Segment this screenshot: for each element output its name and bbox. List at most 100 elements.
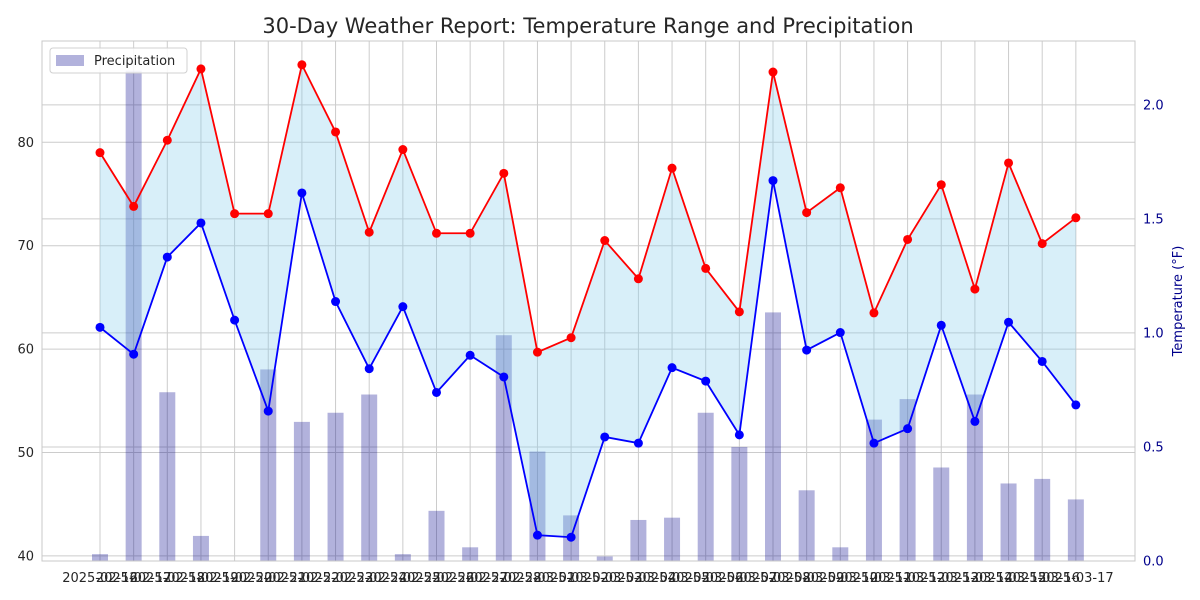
precipitation-bar [260, 369, 277, 561]
min-temperature-point [936, 320, 946, 330]
precipitation-bar [428, 510, 445, 561]
x-tick-label: 2025-02-25 [365, 571, 441, 586]
precipitation-bar [664, 517, 681, 561]
max-temperature-point [162, 135, 172, 145]
min-temperature-point [600, 432, 610, 442]
max-temperature-point [566, 333, 576, 343]
max-temperature-point [903, 234, 913, 244]
precipitation-bar [933, 467, 950, 561]
min-temperature-point [869, 438, 879, 448]
max-temperature-point [465, 228, 475, 238]
x-tick-label: 2025-02-19 [163, 571, 239, 586]
precipitation-bar [798, 490, 815, 561]
max-temperature-point [701, 263, 711, 273]
x-tick-label: 2025-02-23 [298, 571, 374, 586]
min-temperature-point [667, 363, 677, 373]
min-temperature-point [95, 322, 105, 332]
min-temperature-point [465, 350, 475, 360]
max-temperature-point [835, 183, 845, 193]
min-temperature-point [297, 188, 307, 198]
x-tick-label: 2025-02-28 [466, 571, 542, 586]
x-tick-label: 2025-02-24 [331, 571, 407, 586]
min-temperature-point [903, 424, 913, 434]
max-temperature-point [970, 284, 980, 294]
min-temperature-point [1071, 400, 1081, 410]
legend-box [49, 47, 188, 74]
x-tick-label: 2025-03-07 [702, 571, 778, 586]
x-tick-label: 2025-03-08 [735, 571, 811, 586]
y-right-tick-label: 0.0 [1143, 555, 1164, 570]
max-temperature-point [667, 163, 677, 173]
min-temperature-point [566, 532, 576, 542]
x-tick-label: 2025-02-26 [399, 571, 475, 586]
min-temperature-point [129, 349, 139, 359]
precipitation-bar [832, 547, 849, 561]
x-tick-label: 2025-03-10 [803, 571, 879, 586]
precipitation-bar [865, 419, 882, 561]
x-tick-label: 2025-03-11 [836, 571, 912, 586]
max-temperature-point [331, 127, 341, 137]
y-right-tick-label: 1.0 [1143, 326, 1164, 341]
max-temperature-point [196, 64, 206, 74]
max-temperature-point [263, 209, 273, 219]
max-temperature-point [364, 227, 374, 237]
chart-title: 30-Day Weather Report: Temperature Range… [262, 14, 913, 38]
x-tick-label: 2025-03-13 [903, 571, 979, 586]
min-temperature-point [1004, 317, 1014, 327]
min-temperature-point [768, 176, 778, 186]
precipitation-bar [765, 312, 781, 561]
min-temperature-point [196, 218, 206, 228]
min-temperature-point [701, 376, 711, 386]
temperature-lines [95, 60, 1081, 542]
min-temperature-point [230, 315, 240, 325]
min-temperature-point [970, 416, 980, 426]
x-tick-label: 2025-03-16 [1004, 571, 1080, 586]
precipitation-bar [966, 394, 983, 561]
precipitation-bar [630, 519, 647, 561]
max-temperature-point [432, 228, 441, 238]
max-temperature-point [600, 236, 610, 246]
min-temperature-point [734, 430, 744, 440]
x-tick-label: 2025-03-04 [601, 571, 677, 586]
precipitation-bar [1067, 499, 1084, 561]
x-tick-label: 2025-02-21 [230, 571, 306, 586]
precipitation-bar [293, 421, 310, 561]
max-temperature-point [1071, 213, 1081, 223]
max-temperature-point [398, 145, 408, 155]
max-temperature-point [129, 201, 139, 211]
precipitation-bar [731, 446, 748, 561]
y-right-tick-label: 1.5 [1143, 212, 1164, 227]
max-temperature-point [230, 209, 240, 219]
plot-frame [41, 40, 1136, 562]
y-left-tick-label: 60 [17, 343, 34, 358]
x-tick-label: 2025-02-16 [62, 571, 138, 586]
precipitation-bar [462, 547, 479, 561]
legend-label-precipitation: Precipitation [94, 54, 175, 69]
axes: 40506070800.00.51.01.52.02025-02-162025-… [17, 98, 1163, 586]
max-temperature-point [869, 308, 879, 318]
precipitation-bar [596, 556, 613, 561]
min-temperature-point [835, 328, 845, 338]
y-right-tick-label: 0.5 [1143, 440, 1164, 455]
x-tick-label: 2025-02-18 [130, 571, 206, 586]
x-tick-label: 2025-03-05 [634, 571, 710, 586]
precipitation-bar [1000, 483, 1017, 561]
min-temperature-point [364, 364, 374, 374]
x-tick-label: 2025-03-17 [1038, 571, 1114, 586]
right-axis-label: Temperature (°F) [1171, 246, 1186, 358]
max-temperature-point [532, 347, 542, 357]
legend-swatch-precipitation [56, 55, 84, 66]
precipitation-bar [192, 535, 209, 561]
x-tick-label: 2025-02-17 [96, 571, 172, 586]
precipitation-bar [361, 394, 378, 561]
x-tick-label: 2025-02-22 [264, 571, 340, 586]
min-temperature-line [99, 180, 1077, 539]
y-left-tick-label: 80 [17, 136, 34, 151]
precipitation-bar [394, 554, 411, 561]
max-temperature-point [768, 67, 778, 77]
x-tick-label: 2025-03-03 [567, 571, 643, 586]
precipitation-bar [159, 392, 176, 561]
y-left-tick-label: 50 [17, 446, 34, 461]
